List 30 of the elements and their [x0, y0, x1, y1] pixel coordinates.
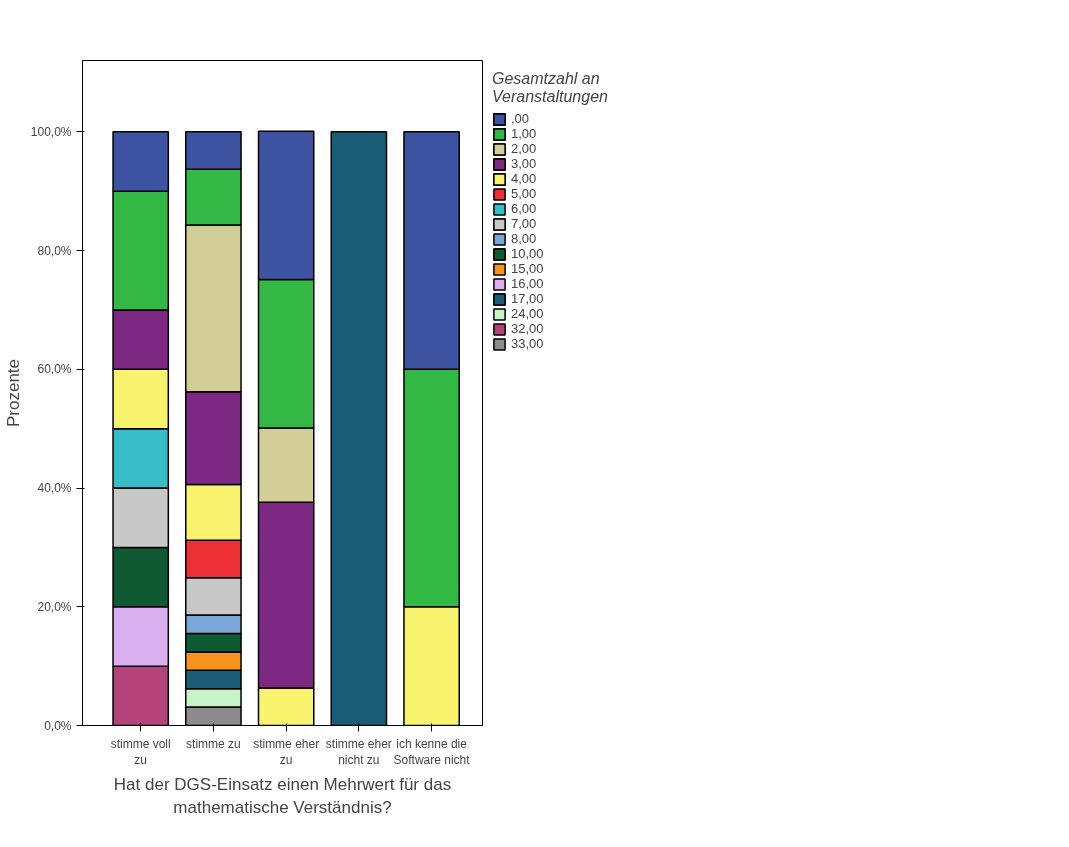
- x-tick-label: ich kenne die Software nicht: [393, 736, 471, 768]
- y-tick-label: 20,0%: [37, 599, 72, 614]
- x-tick-label: stimme eher nicht zu: [325, 736, 392, 768]
- legend-label: 32,00: [511, 321, 544, 336]
- legend-label: 17,00: [511, 291, 544, 306]
- legend-label: 8,00: [511, 231, 537, 246]
- legend-label: 10,00: [511, 246, 544, 261]
- legend-title: Gesamtzahl an Veranstaltungen: [492, 70, 608, 106]
- legend-label: 15,00: [511, 261, 544, 276]
- y-tick-label: 60,0%: [37, 362, 72, 377]
- legend-label: 3,00: [511, 156, 537, 171]
- y-tick-label: 80,0%: [37, 243, 72, 258]
- legend-label: ,00: [511, 111, 531, 126]
- x-tick-label: stimme eher zu: [253, 736, 320, 768]
- y-tick-label: 40,0%: [37, 481, 72, 495]
- x-tick-label: stimme zu: [186, 736, 241, 751]
- x-tick-label: stimme voll zu: [110, 736, 171, 768]
- y-axis-title: Prozente: [3, 358, 23, 428]
- legend-label: 5,00: [511, 186, 537, 201]
- x-axis-title: Hat der DGS-Einsatz einen Mehrwert für das mathematische Verständnis?: [113, 775, 452, 818]
- legend-label: 33,00: [511, 336, 544, 351]
- y-tick-label: 0,0%: [44, 718, 72, 733]
- legend-label: 7,00: [511, 216, 537, 231]
- legend-label: 16,00: [511, 276, 544, 291]
- legend-label: 24,00: [511, 306, 544, 321]
- legend-label: 1,00: [511, 126, 537, 141]
- legend-label: 4,00: [511, 171, 537, 186]
- y-tick-label: 100,0%: [30, 124, 72, 139]
- legend-label: 6,00: [511, 201, 537, 216]
- legend-label: 2,00: [511, 141, 537, 156]
